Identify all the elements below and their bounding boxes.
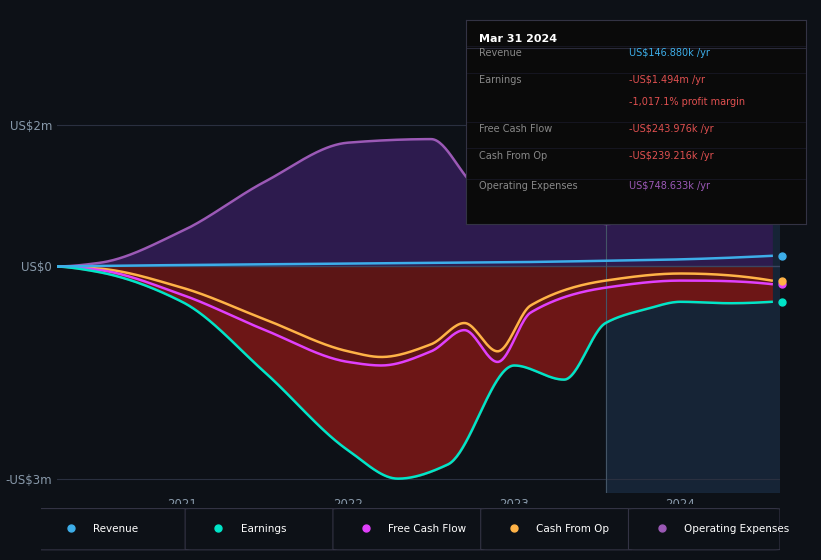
Text: -US$243.976k /yr: -US$243.976k /yr — [629, 124, 713, 134]
Text: Revenue: Revenue — [93, 524, 138, 534]
Text: Free Cash Flow: Free Cash Flow — [479, 124, 553, 134]
Text: Mar 31 2024: Mar 31 2024 — [479, 34, 557, 44]
Bar — [606, 90, 821, 493]
Text: Operating Expenses: Operating Expenses — [684, 524, 789, 534]
FancyBboxPatch shape — [186, 508, 337, 550]
FancyBboxPatch shape — [629, 508, 780, 550]
Text: Cash From Op: Cash From Op — [536, 524, 609, 534]
FancyBboxPatch shape — [333, 508, 484, 550]
Text: Earnings: Earnings — [241, 524, 286, 534]
Text: US$146.880k /yr: US$146.880k /yr — [629, 48, 710, 58]
Text: Free Cash Flow: Free Cash Flow — [388, 524, 466, 534]
Text: Earnings: Earnings — [479, 75, 521, 85]
FancyBboxPatch shape — [38, 508, 189, 550]
Text: Operating Expenses: Operating Expenses — [479, 181, 578, 192]
Text: Revenue: Revenue — [479, 48, 522, 58]
FancyBboxPatch shape — [481, 508, 632, 550]
Text: -US$1.494m /yr: -US$1.494m /yr — [629, 75, 705, 85]
Text: -US$239.216k /yr: -US$239.216k /yr — [629, 151, 713, 161]
Text: -1,017.1% profit margin: -1,017.1% profit margin — [629, 97, 745, 108]
Text: US$748.633k /yr: US$748.633k /yr — [629, 181, 710, 192]
Text: Cash From Op: Cash From Op — [479, 151, 548, 161]
